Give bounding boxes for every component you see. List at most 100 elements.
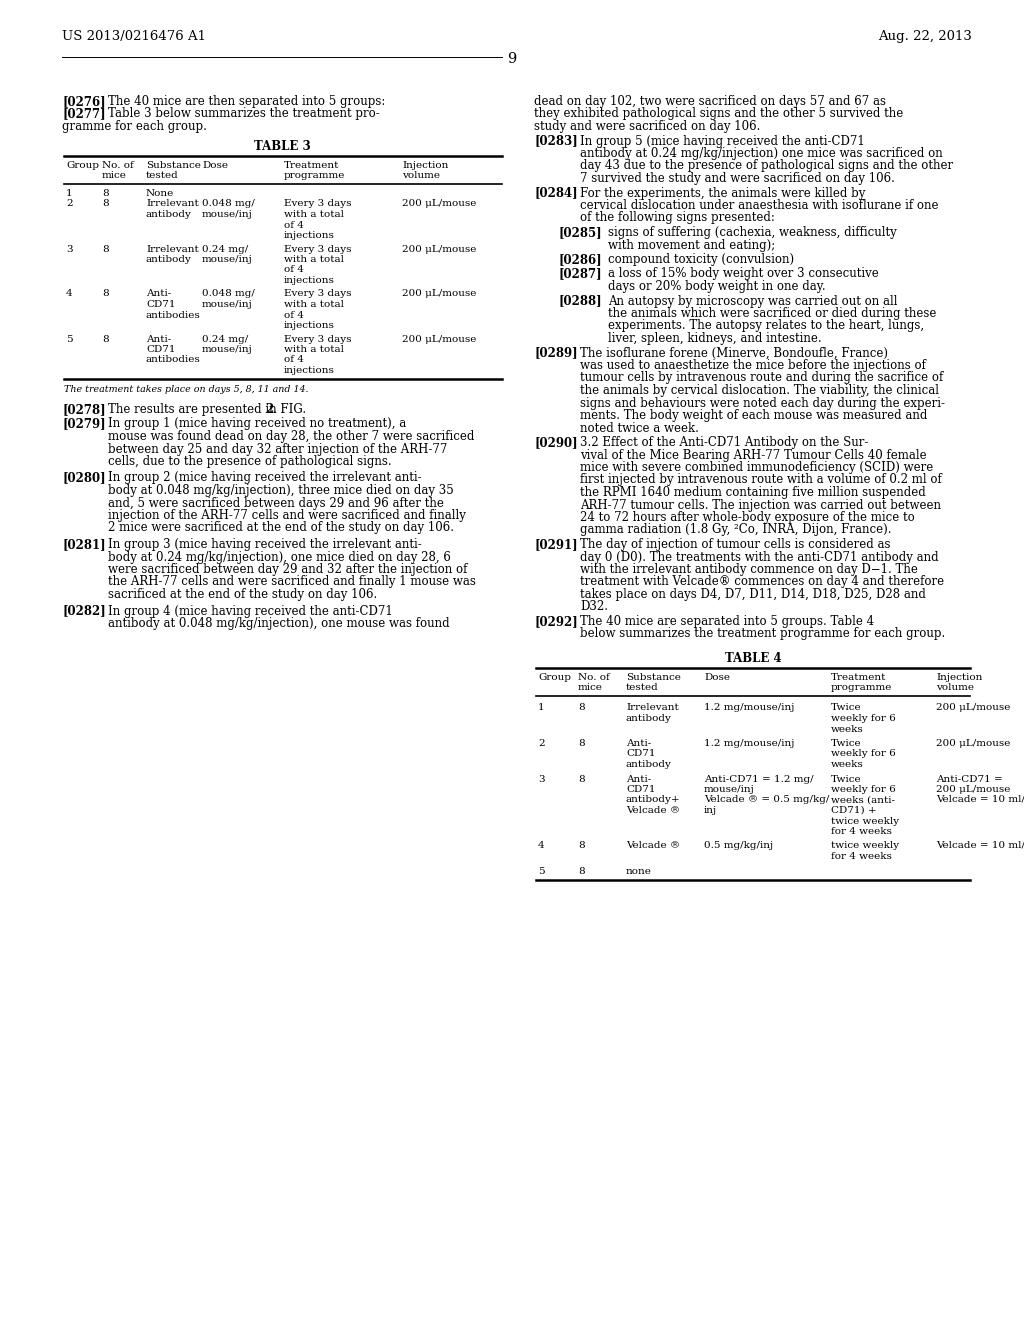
- Text: mice with severe combined immunodeficiency (SCID) were: mice with severe combined immunodeficien…: [580, 461, 933, 474]
- Text: The 40 mice are then separated into 5 groups:: The 40 mice are then separated into 5 gr…: [108, 95, 385, 108]
- Text: antibody at 0.048 mg/kg/injection), one mouse was found: antibody at 0.048 mg/kg/injection), one …: [108, 616, 450, 630]
- Text: Twice: Twice: [831, 739, 861, 748]
- Text: Aug. 22, 2013: Aug. 22, 2013: [879, 30, 972, 44]
- Text: [0285]: [0285]: [558, 226, 602, 239]
- Text: sacrificed at the end of the study on day 106.: sacrificed at the end of the study on da…: [108, 587, 377, 601]
- Text: mice: mice: [102, 172, 127, 181]
- Text: injections: injections: [284, 231, 335, 240]
- Text: with a total: with a total: [284, 300, 344, 309]
- Text: Velcade ® = 0.5 mg/kg/: Velcade ® = 0.5 mg/kg/: [705, 796, 829, 804]
- Text: antibody at 0.24 mg/kg/injection) one mice was sacrificed on: antibody at 0.24 mg/kg/injection) one mi…: [580, 147, 943, 160]
- Text: antibody: antibody: [626, 714, 672, 723]
- Text: Treatment: Treatment: [284, 161, 339, 170]
- Text: ARH-77 tumour cells. The injection was carried out between: ARH-77 tumour cells. The injection was c…: [580, 499, 941, 511]
- Text: [0280]: [0280]: [62, 471, 105, 484]
- Text: 8: 8: [578, 775, 585, 784]
- Text: [0281]: [0281]: [62, 539, 105, 550]
- Text: dead on day 102, two were sacrificed on days 57 and 67 as: dead on day 102, two were sacrificed on …: [534, 95, 886, 108]
- Text: mouse/inj: mouse/inj: [202, 300, 253, 309]
- Text: mouse/inj: mouse/inj: [202, 210, 253, 219]
- Text: Anti-CD71 =: Anti-CD71 =: [936, 775, 1002, 784]
- Text: Anti-: Anti-: [146, 289, 171, 298]
- Text: antibody: antibody: [626, 760, 672, 770]
- Text: of 4: of 4: [284, 355, 304, 364]
- Text: compound toxicity (convulsion): compound toxicity (convulsion): [608, 253, 795, 267]
- Text: of 4: of 4: [284, 310, 304, 319]
- Text: Injection: Injection: [402, 161, 449, 170]
- Text: Injection: Injection: [936, 672, 982, 681]
- Text: mouse/inj: mouse/inj: [705, 785, 755, 795]
- Text: Dose: Dose: [202, 161, 228, 170]
- Text: Anti-CD71 = 1.2 mg/: Anti-CD71 = 1.2 mg/: [705, 775, 814, 784]
- Text: Irrelevant: Irrelevant: [146, 244, 199, 253]
- Text: In group 4 (mice having received the anti-CD71: In group 4 (mice having received the ant…: [108, 605, 393, 618]
- Text: CD71: CD71: [146, 300, 175, 309]
- Text: for 4 weeks: for 4 weeks: [831, 851, 892, 861]
- Text: signs of suffering (cachexia, weakness, difficulty: signs of suffering (cachexia, weakness, …: [608, 226, 897, 239]
- Text: ments. The body weight of each mouse was measured and: ments. The body weight of each mouse was…: [580, 409, 928, 422]
- Text: CD71: CD71: [626, 785, 655, 795]
- Text: Velcade = 10 ml/kg: Velcade = 10 ml/kg: [936, 796, 1024, 804]
- Text: Treatment: Treatment: [831, 672, 887, 681]
- Text: Substance: Substance: [626, 672, 681, 681]
- Text: gramme for each group.: gramme for each group.: [62, 120, 207, 133]
- Text: with a total: with a total: [284, 255, 344, 264]
- Text: tested: tested: [146, 172, 179, 181]
- Text: CD71) +: CD71) +: [831, 807, 877, 814]
- Text: [0276]: [0276]: [62, 95, 105, 108]
- Text: with the irrelevant antibody commence on day D−1. The: with the irrelevant antibody commence on…: [580, 564, 918, 576]
- Text: gamma radiation (1.8 Gy, ²Co, INRA, Dijon, France).: gamma radiation (1.8 Gy, ²Co, INRA, Dijo…: [580, 524, 892, 536]
- Text: 0.048 mg/: 0.048 mg/: [202, 289, 255, 298]
- Text: US 2013/0216476 A1: US 2013/0216476 A1: [62, 30, 206, 44]
- Text: Velcade ®: Velcade ®: [626, 807, 680, 814]
- Text: weekly for 6: weekly for 6: [831, 785, 896, 795]
- Text: 8: 8: [578, 739, 585, 748]
- Text: body at 0.048 mg/kg/injection), three mice died on day 35: body at 0.048 mg/kg/injection), three mi…: [108, 484, 454, 498]
- Text: 200 μL/mouse: 200 μL/mouse: [402, 334, 476, 343]
- Text: [0287]: [0287]: [558, 268, 602, 281]
- Text: 200 μL/mouse: 200 μL/mouse: [936, 739, 1011, 748]
- Text: Velcade ®: Velcade ®: [626, 842, 680, 850]
- Text: mouse/inj: mouse/inj: [202, 255, 253, 264]
- Text: 3.2 Effect of the Anti-CD71 Antibody on the Sur-: 3.2 Effect of the Anti-CD71 Antibody on …: [580, 436, 868, 449]
- Text: 8: 8: [578, 704, 585, 713]
- Text: twice weekly: twice weekly: [831, 817, 899, 825]
- Text: CD71: CD71: [146, 345, 175, 354]
- Text: 8: 8: [578, 842, 585, 850]
- Text: 8: 8: [102, 244, 109, 253]
- Text: Table 3 below summarizes the treatment pro-: Table 3 below summarizes the treatment p…: [108, 107, 380, 120]
- Text: Group: Group: [66, 161, 99, 170]
- Text: mouse/inj: mouse/inj: [202, 345, 253, 354]
- Text: 0.24 mg/: 0.24 mg/: [202, 334, 248, 343]
- Text: [0292]: [0292]: [534, 615, 578, 628]
- Text: Group: Group: [538, 672, 571, 681]
- Text: vival of the Mice Bearing ARH-77 Tumour Cells 40 female: vival of the Mice Bearing ARH-77 Tumour …: [580, 449, 927, 462]
- Text: 8: 8: [102, 189, 109, 198]
- Text: 7 survived the study and were sacrificed on day 106.: 7 survived the study and were sacrificed…: [580, 172, 895, 185]
- Text: volume: volume: [936, 682, 974, 692]
- Text: with a total: with a total: [284, 210, 344, 219]
- Text: In group 5 (mice having received the anti-CD71: In group 5 (mice having received the ant…: [580, 135, 864, 148]
- Text: In group 3 (mice having received the irrelevant anti-: In group 3 (mice having received the irr…: [108, 539, 422, 550]
- Text: Every 3 days: Every 3 days: [284, 334, 351, 343]
- Text: inj: inj: [705, 807, 717, 814]
- Text: For the experiments, the animals were killed by: For the experiments, the animals were ki…: [580, 186, 865, 199]
- Text: [0284]: [0284]: [534, 186, 578, 199]
- Text: Dose: Dose: [705, 672, 730, 681]
- Text: none: none: [626, 866, 652, 875]
- Text: antibody: antibody: [146, 255, 191, 264]
- Text: An autopsy by microscopy was carried out on all: An autopsy by microscopy was carried out…: [608, 294, 897, 308]
- Text: Twice: Twice: [831, 775, 861, 784]
- Text: were sacrificed between day 29 and 32 after the injection of: were sacrificed between day 29 and 32 af…: [108, 564, 467, 576]
- Text: 8: 8: [102, 289, 109, 298]
- Text: injection of the ARH-77 cells and were sacrificed and finally: injection of the ARH-77 cells and were s…: [108, 510, 466, 521]
- Text: 24 to 72 hours after whole-body exposure of the mice to: 24 to 72 hours after whole-body exposure…: [580, 511, 914, 524]
- Text: signs and behaviours were noted each day during the experi-: signs and behaviours were noted each day…: [580, 396, 945, 409]
- Text: 0.5 mg/kg/inj: 0.5 mg/kg/inj: [705, 842, 773, 850]
- Text: No. of: No. of: [102, 161, 134, 170]
- Text: injections: injections: [284, 366, 335, 375]
- Text: 1: 1: [538, 704, 545, 713]
- Text: 3: 3: [538, 775, 545, 784]
- Text: the RPMI 1640 medium containing five million suspended: the RPMI 1640 medium containing five mil…: [580, 486, 926, 499]
- Text: 4: 4: [66, 289, 73, 298]
